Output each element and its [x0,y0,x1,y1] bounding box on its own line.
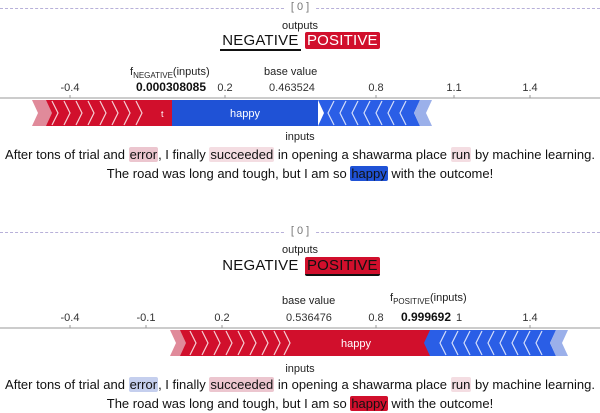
highlighted-token[interactable]: error [128,147,159,162]
text-segment: in opening a shawarma place [274,147,451,162]
tick-label: -0.4 [61,312,80,324]
fx-label: fPOSITIVE(inputs) [390,292,467,306]
highlighted-token[interactable]: run [450,377,472,392]
text-segment: in opening a shawarma place [274,377,451,392]
text-segment: with the outcome! [387,166,494,181]
class-negative-button[interactable]: NEGATIVE [222,257,299,274]
outputs-label: outputs [281,20,319,32]
class-positive-button[interactable]: POSITIVE [304,257,380,276]
input-text: After tons of trial and error, I finally… [0,145,600,183]
text-segment: by machine learning. [471,377,595,392]
bar-token-label: happy [341,338,371,350]
text-line-2: The road was long and tough, but I am so… [0,164,600,183]
base-value: 0.463524 [269,82,315,94]
text-segment: After tons of trial and [5,147,129,162]
base-value: 0.536476 [286,312,332,324]
highlighted-token[interactable]: happy [350,166,388,181]
highlighted-token[interactable]: succeeded [209,147,275,162]
base-value-label: base value [282,295,335,307]
force-plot: fNEGATIVE(inputs) base value -0.4 0.0003… [0,66,600,126]
tick-label: -0.4 [61,82,80,94]
class-negative-button[interactable]: NEGATIVE [220,32,301,51]
base-value-label: base value [264,66,317,78]
negative-force-bar: happy [172,100,432,126]
tick-label: 1.1 [446,82,461,94]
tick-label: 0.8 [368,312,383,324]
highlighted-token[interactable]: run [450,147,472,162]
negative-force-bar [424,330,568,356]
tick-label: 1.4 [522,82,537,94]
highlighted-token[interactable]: error [128,377,159,392]
bar-token-label: happy [230,108,260,120]
positive-force-bar: happy [170,330,430,356]
fx-value: 0.000308085 [136,80,206,94]
explanation-panel-1: [ 0 ] outputs NEGATIVE POSITIVE fNEGATIV… [0,0,600,204]
outputs-label: outputs [281,244,319,256]
fx-value: 0.999692 [401,310,451,324]
instance-header: [ 0 ] [0,224,600,238]
text-segment: After tons of trial and [5,377,129,392]
tick-label: 0.2 [217,82,232,94]
text-segment: by machine learning. [471,147,595,162]
tick-label: 0.2 [214,312,229,324]
small-token-label: t [161,109,164,119]
inputs-label: inputs [285,363,315,375]
text-segment: The road was long and tough, but I am so [106,166,351,181]
inputs-label: inputs [285,131,315,143]
text-segment: , I finally [158,147,210,162]
class-selector: NEGATIVE POSITIVE [0,32,600,51]
tick-label: -0.1 [137,312,156,324]
instance-header: [ 0 ] [0,0,600,14]
explanation-panel-2: [ 0 ] outputs NEGATIVE POSITIVE base val… [0,224,600,411]
text-line-1: After tons of trial and error, I finally… [0,375,600,394]
tick-label: 1.4 [522,312,537,324]
text-segment: , I finally [158,377,210,392]
text-line-2: The road was long and tough, but I am so… [0,394,600,413]
input-text: After tons of trial and error, I finally… [0,375,600,413]
class-positive-button[interactable]: POSITIVE [304,32,380,49]
tick-label: 1 [456,312,462,324]
tick-label: 0.8 [368,82,383,94]
positive-force-bar: t [32,100,172,126]
text-segment: The road was long and tough, but I am so [106,396,351,411]
text-segment: with the outcome! [387,396,494,411]
highlighted-token[interactable]: succeeded [209,377,275,392]
text-line-1: After tons of trial and error, I finally… [0,145,600,164]
force-plot: base value fPOSITIVE(inputs) -0.4 -0.1 0… [0,292,600,356]
fx-label: fNEGATIVE(inputs) [130,66,210,80]
class-selector: NEGATIVE POSITIVE [0,257,600,276]
highlighted-token[interactable]: happy [350,396,388,411]
